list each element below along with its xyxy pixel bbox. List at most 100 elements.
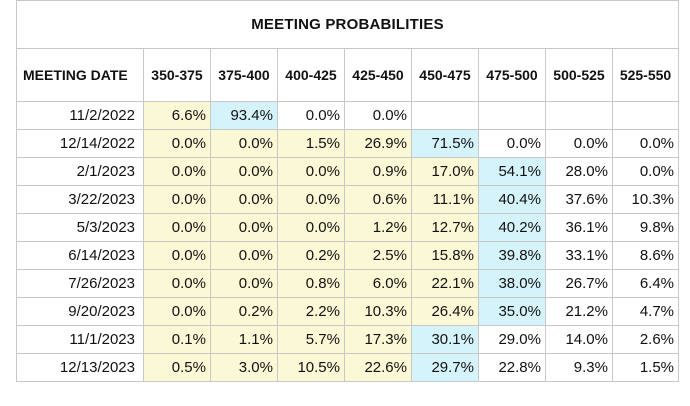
meeting-date-cell: 11/2/2022: [16, 101, 144, 130]
meeting-date-cell: 11/1/2023: [16, 325, 144, 354]
probability-cell: 0.5%: [143, 353, 211, 382]
meeting-date-cell: 12/14/2022: [16, 129, 144, 158]
probability-cell: 17.3%: [344, 325, 412, 354]
table-row: 5/3/2023 0.0% 0.0% 0.0% 1.2% 12.7% 40.2% 36.1% 9…: [16, 213, 680, 242]
probability-cell: 54.1%: [478, 157, 546, 186]
probability-cell: 93.4%: [210, 101, 278, 130]
probability-cell: 17.0%: [411, 157, 479, 186]
probability-cell: 40.4%: [478, 185, 546, 214]
meeting-date-cell: 12/13/2023: [16, 353, 144, 382]
meeting-date-cell: 3/22/2023: [16, 185, 144, 214]
probability-cell: 0.0%: [210, 129, 278, 158]
probability-cell: 0.0%: [277, 157, 345, 186]
probability-cell: 4.7%: [611, 297, 680, 326]
probability-cell: 0.1%: [143, 325, 211, 354]
probability-cell: 29.0%: [478, 325, 546, 354]
probability-cell: 37.6%: [545, 185, 613, 214]
probability-cell: 0.0%: [277, 213, 345, 242]
probability-cell: 0.0%: [545, 129, 613, 158]
meeting-probabilities-table: MEETING PROBABILITIES MEETING DATE 350-37…: [15, 0, 680, 382]
probability-cell: 26.9%: [344, 129, 412, 158]
probability-cell: 6.6%: [143, 101, 211, 130]
table-row: 11/2/2022 6.6% 93.4% 0.0% 0.0%: [16, 101, 680, 130]
column-header-525-550: 525-550: [611, 48, 680, 102]
probability-cell: 0.0%: [210, 241, 278, 270]
probability-cell: 10.3%: [344, 297, 412, 326]
probability-cell: 0.0%: [143, 241, 211, 270]
column-header-350-375: 350-375: [143, 48, 211, 102]
probability-cell: 0.0%: [611, 129, 680, 158]
probability-cell: 9.8%: [611, 213, 680, 242]
probability-cell: 0.0%: [143, 213, 211, 242]
probability-cell: 3.0%: [210, 353, 278, 382]
table-row: 2/1/2023 0.0% 0.0% 0.0% 0.9% 17.0% 54.1% 28.0% 0…: [16, 157, 680, 186]
probability-cell: 10.5%: [277, 353, 345, 382]
probability-cell: 22.8%: [478, 353, 546, 382]
table-row: 12/14/2022 0.0% 0.0% 1.5% 26.9% 71.5% 0.0% 0.0%…: [16, 129, 680, 158]
probability-cell: 0.0%: [277, 185, 345, 214]
table-row: 3/22/2023 0.0% 0.0% 0.0% 0.6% 11.1% 40.4% 37.6%…: [16, 185, 680, 214]
probability-cell: 12.7%: [411, 213, 479, 242]
probability-cell: 26.7%: [545, 269, 613, 298]
probability-cell: 29.7%: [411, 353, 479, 382]
probability-cell: 0.2%: [210, 297, 278, 326]
meeting-date-cell: 5/3/2023: [16, 213, 144, 242]
probability-cell: 5.7%: [277, 325, 345, 354]
probability-cell: 0.0%: [143, 269, 211, 298]
column-header-475-500: 475-500: [478, 48, 546, 102]
meeting-date-cell: 6/14/2023: [16, 241, 144, 270]
probability-cell: 0.0%: [143, 297, 211, 326]
probability-cell: 0.0%: [143, 185, 211, 214]
probability-cell: 0.2%: [277, 241, 345, 270]
probability-cell: 28.0%: [545, 157, 613, 186]
header-row: MEETING DATE 350-375 375-400 400-425 425-450…: [16, 48, 680, 102]
probability-cell: 15.8%: [411, 241, 479, 270]
probability-cell: 71.5%: [411, 129, 479, 158]
probability-cell: 0.0%: [344, 101, 412, 130]
probability-cell: 1.5%: [277, 129, 345, 158]
probability-cell: 1.2%: [344, 213, 412, 242]
meeting-date-cell: 9/20/2023: [16, 297, 144, 326]
meeting-date-cell: 2/1/2023: [16, 157, 144, 186]
meeting-date-cell: 7/26/2023: [16, 269, 144, 298]
probability-cell: 0.0%: [277, 101, 345, 130]
probability-cell: 0.0%: [611, 157, 680, 186]
probability-cell: 0.0%: [210, 213, 278, 242]
column-header-meeting-date: MEETING DATE: [16, 48, 144, 102]
probability-cell: 22.1%: [411, 269, 479, 298]
table-row: 6/14/2023 0.0% 0.0% 0.2% 2.5% 15.8% 39.8% 33.1%…: [16, 241, 680, 270]
table-body: 11/2/2022 6.6% 93.4% 0.0% 0.0% 12/14/2022 0.0%…: [16, 101, 680, 382]
probability-cell: 36.1%: [545, 213, 613, 242]
probability-cell: 30.1%: [411, 325, 479, 354]
probability-cell: 9.3%: [545, 353, 613, 382]
probability-cell: 35.0%: [478, 297, 546, 326]
probability-cell: 0.6%: [344, 185, 412, 214]
probability-cell: 1.1%: [210, 325, 278, 354]
probability-cell: 0.0%: [210, 157, 278, 186]
probability-cell: [545, 101, 613, 130]
column-header-450-475: 450-475: [411, 48, 479, 102]
probability-cell: 0.0%: [478, 129, 546, 158]
table-row: 12/13/2023 0.5% 3.0% 10.5% 22.6% 29.7% 22.8% 9.…: [16, 353, 680, 382]
probability-cell: 0.9%: [344, 157, 412, 186]
probability-cell: 38.0%: [478, 269, 546, 298]
probability-cell: 26.4%: [411, 297, 479, 326]
probability-cell: 0.0%: [143, 129, 211, 158]
probability-cell: 8.6%: [611, 241, 680, 270]
probability-cell: [611, 101, 680, 130]
probability-cell: 2.5%: [344, 241, 412, 270]
probability-cell: 0.8%: [277, 269, 345, 298]
probability-cell: 10.3%: [611, 185, 680, 214]
table-row: 7/26/2023 0.0% 0.0% 0.8% 6.0% 22.1% 38.0% 26.7%…: [16, 269, 680, 298]
probability-cell: 0.0%: [210, 269, 278, 298]
probability-cell: 39.8%: [478, 241, 546, 270]
probability-cell: [411, 101, 479, 130]
probability-cell: 6.4%: [611, 269, 680, 298]
table-row: 9/20/2023 0.0% 0.2% 2.2% 10.3% 26.4% 35.0% 21.2…: [16, 297, 680, 326]
probability-cell: 11.1%: [411, 185, 479, 214]
column-header-400-425: 400-425: [277, 48, 345, 102]
probability-cell: 40.2%: [478, 213, 546, 242]
probability-cell: 22.6%: [344, 353, 412, 382]
probability-cell: [478, 101, 546, 130]
probability-cell: 33.1%: [545, 241, 613, 270]
